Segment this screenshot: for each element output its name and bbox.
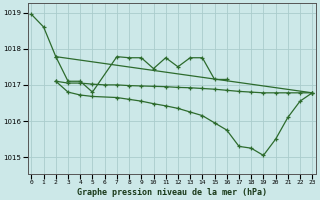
X-axis label: Graphe pression niveau de la mer (hPa): Graphe pression niveau de la mer (hPa): [77, 188, 267, 197]
